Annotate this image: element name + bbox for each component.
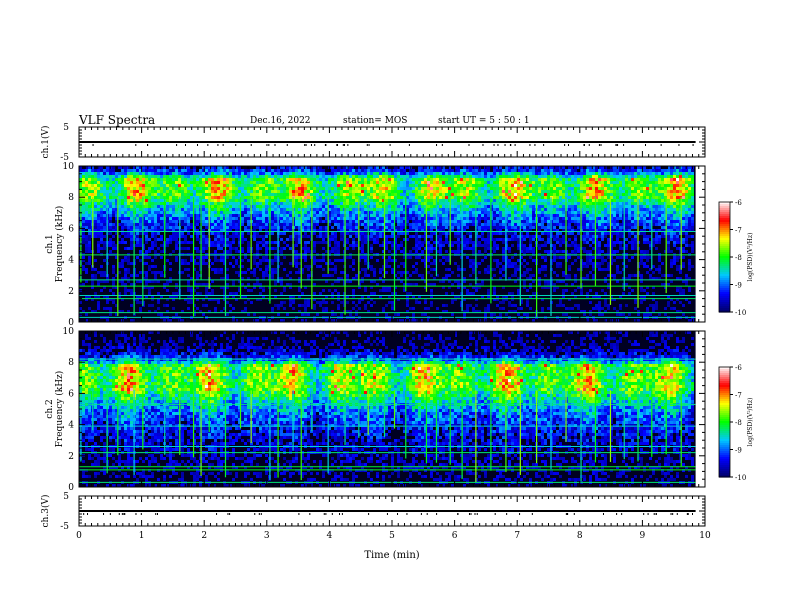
y-tick-label: 8 [68, 358, 74, 368]
colorbar-tick-label: -10 [735, 309, 746, 317]
y-axis-label: Frequency (kHz) [54, 371, 65, 448]
y-tick-label: 6 [68, 224, 74, 234]
x-ticks-ch2-spectrogram [78, 331, 706, 487]
y-axis-label: Frequency (kHz) [54, 206, 65, 283]
colorbar-label: log(PSD)(V²/Hz) [747, 398, 754, 447]
x-tick-label: 0 [76, 531, 82, 541]
y-axis-label: ch.1(V) [40, 126, 51, 159]
y-axis-label: ch.2 [45, 399, 55, 418]
colorbar-tick-label: -9 [735, 282, 742, 290]
colorbar-tick-label: -7 [735, 227, 742, 235]
figure-title: VLF Spectra [79, 113, 156, 127]
y-tick-label: 0 [68, 318, 74, 328]
colorbar-tick-label: -6 [735, 364, 742, 372]
y-tick-label: 10 [63, 327, 75, 337]
start-time-label: start UT = 5 : 50 : 1 [438, 116, 530, 126]
y-tick-label: -5 [60, 522, 69, 532]
x-tick-label: 10 [699, 531, 711, 541]
y-axis-label: ch.3(V) [40, 495, 51, 528]
colorbar-tick-label: -8 [735, 419, 742, 427]
station-label: station= MOS [343, 116, 408, 126]
x-tick-label: 6 [452, 531, 458, 541]
y-tick-label: 4 [68, 256, 74, 266]
y-tick-label: 0 [68, 483, 74, 493]
x-ticks-ch3-voltage [78, 496, 706, 526]
y-tick-label: 10 [63, 162, 75, 172]
colorbar-tick-label: -9 [735, 447, 742, 455]
colorbar-label: log(PSD)(V²/Hz) [747, 233, 754, 282]
x-tick-label: 1 [139, 531, 145, 541]
x-tick-label: 7 [514, 531, 520, 541]
date-label: Dec.16, 2022 [250, 116, 311, 126]
y-tick-label: 4 [68, 421, 74, 431]
spectrogram-ch2-spectrogram [79, 331, 696, 487]
x-tick-label: 4 [327, 531, 333, 541]
x-tick-label: 2 [201, 531, 207, 541]
colorbar-tick-label: -6 [735, 199, 742, 207]
y-tick-label: 2 [68, 287, 74, 297]
y-tick-label: 2 [68, 452, 74, 462]
y-tick-label: 5 [63, 492, 69, 502]
y-tick-label: 8 [68, 193, 74, 203]
colorbar-tick-label: -8 [735, 254, 742, 262]
x-tick-label: 9 [640, 531, 646, 541]
colorbar-tick-label: -10 [735, 474, 746, 482]
spectrogram-ch1-spectrogram [79, 166, 696, 322]
y-tick-label: 5 [63, 123, 69, 133]
y-axis-label: ch.1 [45, 234, 55, 253]
colorbar-1 [718, 201, 733, 313]
y-tick-label: 6 [68, 389, 74, 399]
x-ticks-ch1-voltage [78, 127, 706, 157]
colorbar-tick-label: -7 [735, 392, 742, 400]
x-axis-label: Time (min) [364, 550, 419, 561]
x-ticks-ch1-spectrogram [78, 166, 706, 322]
x-tick-label: 5 [389, 531, 395, 541]
colorbar-2 [718, 366, 733, 478]
y-tick-label: -5 [60, 153, 69, 163]
x-tick-label: 3 [264, 531, 270, 541]
x-tick-label: 8 [577, 531, 583, 541]
